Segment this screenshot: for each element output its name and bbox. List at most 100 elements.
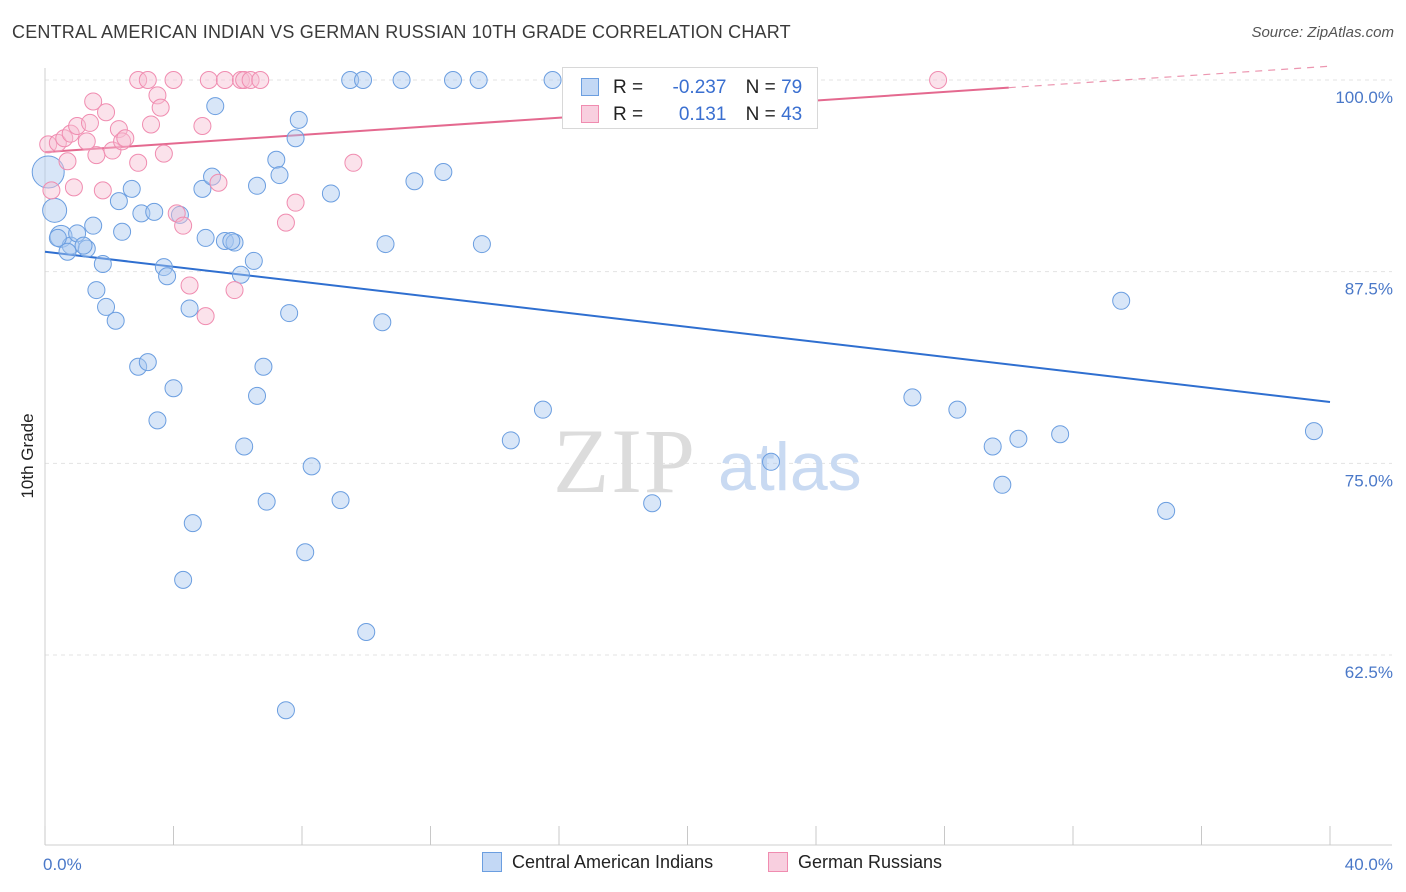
point-german-russians [209, 173, 228, 192]
point-central-american-indians [196, 228, 215, 247]
point-central-american-indians [170, 205, 189, 224]
point-german-russians [344, 153, 363, 172]
point-central-american-indians [84, 216, 103, 235]
trend-line-blue [44, 250, 1331, 403]
point-german-russians [42, 181, 61, 200]
point-central-american-indians [270, 166, 289, 185]
stats-legend: R = -0.237 N = 79 R = 0.131 N = 43 [562, 67, 818, 129]
point-central-american-indians [762, 452, 781, 471]
gridlines [45, 79, 1392, 656]
point-central-american-indians [244, 251, 263, 270]
legend-swatch-pink [768, 852, 788, 872]
legend-n-value: 79 [781, 77, 803, 98]
point-central-american-indians [1112, 291, 1131, 310]
axes [44, 68, 1392, 846]
point-central-american-indians [122, 179, 141, 198]
point-german-russians [215, 71, 234, 89]
point-central-american-indians [1304, 422, 1323, 441]
point-central-american-indians [42, 197, 68, 223]
point-central-american-indians [31, 155, 65, 189]
point-central-american-indians [1051, 425, 1070, 444]
trend-line-pink-extension [1008, 65, 1331, 89]
legend-n-label: N = [745, 77, 776, 98]
legend-label: German Russians [798, 852, 943, 872]
point-german-russians [193, 117, 212, 135]
point-german-russians [103, 141, 122, 160]
point-central-american-indians [501, 431, 520, 450]
point-central-american-indians [77, 239, 96, 258]
point-german-russians [276, 213, 295, 232]
point-german-russians [64, 178, 83, 197]
y-axis-title: 10th Grade [18, 413, 37, 499]
point-central-american-indians [434, 163, 453, 181]
trend-lines [44, 65, 1331, 403]
legend-item-central-american-indians: Central American Indians [482, 852, 713, 873]
point-central-american-indians [248, 386, 267, 405]
point-central-american-indians [257, 492, 276, 511]
trend-line-pink [44, 86, 1009, 154]
tick-labels: 100.0% 87.5% 75.0% 62.5% 0.0% 40.0% [43, 88, 1393, 874]
point-central-american-indians [113, 222, 132, 241]
point-central-american-indians [392, 71, 411, 89]
point-central-american-indians [225, 233, 244, 252]
legend-swatch-blue [581, 78, 599, 96]
point-german-russians [77, 132, 96, 151]
chart-title: CENTRAL AMERICAN INDIAN VS GERMAN RUSSIA… [12, 22, 791, 42]
point-german-russians [129, 153, 148, 172]
point-german-russians [55, 129, 74, 148]
point-central-american-indians [376, 235, 395, 254]
legend-label: Central American Indians [512, 852, 714, 872]
point-central-american-indians [903, 388, 922, 407]
point-central-american-indians [254, 357, 273, 376]
y-tick-label: 87.5% [1345, 280, 1393, 299]
point-central-american-indians [357, 623, 376, 641]
point-central-american-indians [138, 353, 157, 372]
point-central-american-indians [983, 437, 1002, 456]
legend-r-label: R = [613, 104, 644, 125]
legend-row-blue: R = -0.237 N = 79 [581, 77, 802, 99]
point-central-american-indians [132, 204, 151, 223]
point-german-russians [196, 307, 215, 326]
point-central-american-indians [48, 228, 67, 247]
point-central-american-indians [235, 437, 254, 456]
point-central-american-indians [206, 97, 225, 116]
point-central-american-indians [643, 494, 662, 513]
point-german-russians [142, 115, 161, 134]
point-central-american-indians [331, 491, 350, 510]
point-german-russians [87, 146, 106, 165]
point-central-american-indians [289, 110, 308, 129]
legend-item-german-russians: German Russians [768, 852, 942, 873]
point-central-american-indians [267, 150, 286, 169]
point-german-russians [199, 71, 218, 89]
legend-r-value: 0.131 [678, 104, 727, 125]
y-tick-label: 62.5% [1345, 663, 1393, 682]
x-tick-label: 0.0% [43, 855, 82, 874]
point-german-russians [180, 276, 199, 295]
point-german-russians [39, 135, 58, 154]
point-central-american-indians [296, 543, 315, 562]
point-german-russians [138, 71, 157, 89]
point-german-russians [48, 133, 67, 152]
watermark-zip: ZIP [553, 410, 697, 512]
point-central-american-indians [354, 71, 373, 89]
x-tick-label: 40.0% [1345, 855, 1393, 874]
point-central-american-indians [148, 411, 167, 430]
point-central-american-indians [286, 129, 305, 148]
point-central-american-indians [373, 313, 392, 332]
point-central-american-indians [1009, 429, 1028, 448]
point-german-russians [286, 193, 305, 212]
point-central-american-indians [145, 202, 164, 221]
watermark-atlas: atlas [718, 429, 862, 505]
point-central-american-indians [183, 514, 202, 533]
point-central-american-indians [58, 242, 77, 261]
point-central-american-indians [106, 311, 125, 330]
point-german-russians [80, 113, 99, 132]
point-central-american-indians [193, 179, 212, 198]
point-central-american-indians [93, 255, 112, 273]
y-tick-label: 100.0% [1335, 88, 1393, 107]
point-german-russians [116, 129, 135, 148]
watermark: ZIP atlas [553, 410, 862, 512]
point-central-american-indians [443, 71, 462, 89]
point-central-american-indians [248, 176, 267, 195]
